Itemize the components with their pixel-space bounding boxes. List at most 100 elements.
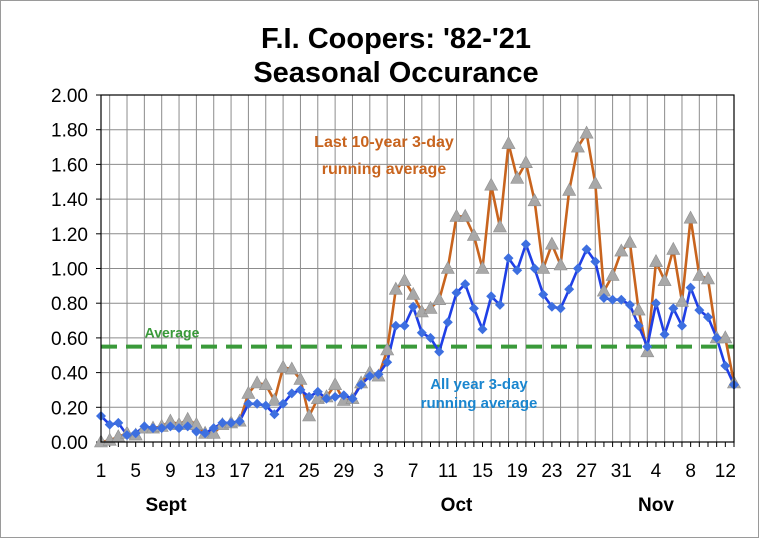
data-point-diamond	[382, 357, 393, 368]
data-point-diamond	[260, 400, 271, 411]
data-point-diamond	[685, 282, 696, 293]
x-tick-label: 12	[715, 461, 736, 482]
data-point-diamond	[555, 303, 566, 314]
data-point-diamond	[174, 423, 184, 434]
data-point-diamond	[711, 332, 722, 343]
data-point-diamond	[703, 312, 713, 323]
data-point-triangle	[276, 359, 291, 373]
plot-area: 0.00 0.20 0.40 0.60 0.80 1.00 1.20 1.40 1.60 1.80…	[51, 86, 742, 516]
data-point-diamond	[217, 417, 228, 428]
series-label-allyear-line1: All year 3-day	[430, 376, 528, 393]
data-point-diamond	[295, 384, 306, 395]
plot-border	[100, 94, 735, 443]
data-point-triangle	[241, 385, 256, 399]
data-point-triangle	[475, 260, 490, 274]
data-point-triangle	[570, 139, 585, 153]
data-point-diamond	[503, 253, 514, 264]
data-point-diamond	[243, 398, 254, 409]
data-point-diamond	[720, 360, 731, 371]
x-tick-label: 7	[408, 461, 419, 482]
data-point-diamond	[390, 320, 401, 331]
data-point-diamond	[520, 239, 531, 250]
data-point-diamond	[156, 423, 167, 434]
y-tick-label: 1.60	[51, 155, 88, 176]
data-point-diamond	[338, 390, 349, 401]
x-tick-label: 19	[507, 461, 528, 482]
data-point-triangle	[553, 257, 568, 271]
x-tick-label: 13	[194, 461, 215, 482]
data-point-triangle	[692, 267, 707, 281]
average-label: Average	[145, 325, 200, 341]
x-tick-label: 9	[165, 461, 176, 482]
data-point-triangle	[605, 267, 620, 281]
data-point-diamond	[668, 303, 679, 314]
data-point-diamond	[321, 393, 332, 404]
data-point-diamond	[468, 303, 479, 314]
data-point-triangle	[588, 175, 603, 189]
data-point-diamond	[694, 305, 705, 316]
data-point-triangle	[579, 125, 594, 139]
x-tick-label: 31	[611, 461, 632, 482]
data-point-triangle	[718, 330, 733, 344]
data-point-diamond	[356, 379, 367, 390]
data-point-diamond	[572, 263, 583, 274]
data-point-triangle	[284, 361, 299, 375]
series-label-allyear-line2: running average	[421, 395, 538, 412]
data-point-triangle	[484, 177, 499, 191]
data-point-triangle	[622, 234, 637, 248]
data-point-triangle	[527, 193, 542, 207]
data-point-triangle	[267, 392, 282, 406]
x-tick-label: 21	[264, 461, 285, 482]
data-point-diamond	[165, 421, 176, 432]
data-point-diamond	[659, 329, 670, 340]
x-tick-label: 25	[299, 461, 320, 482]
data-point-diamond	[451, 287, 462, 298]
data-point-triangle	[700, 271, 716, 285]
data-point-diamond	[581, 244, 592, 255]
data-point-diamond	[208, 423, 219, 434]
data-point-diamond	[616, 294, 627, 305]
data-point-diamond	[139, 421, 150, 432]
x-tick-label: 3	[373, 461, 384, 482]
x-tick-label: 27	[576, 461, 597, 482]
data-point-triangle	[440, 260, 455, 274]
data-point-diamond	[278, 398, 289, 409]
data-point-triangle	[683, 210, 698, 224]
data-point-diamond	[677, 320, 687, 331]
data-point-diamond	[130, 428, 141, 439]
data-point-diamond	[408, 301, 419, 312]
data-point-diamond	[633, 320, 644, 331]
data-point-diamond	[347, 393, 358, 404]
data-point-diamond	[182, 421, 193, 432]
y-tick-label: 0.00	[51, 433, 88, 454]
x-tick-label: 29	[333, 461, 354, 482]
data-point-diamond	[269, 409, 280, 420]
data-point-diamond	[200, 428, 211, 439]
data-point-diamond	[364, 371, 375, 382]
y-tick-label: 1.20	[51, 225, 88, 246]
data-point-triangle	[302, 408, 317, 422]
data-point-diamond	[234, 416, 245, 427]
data-point-triangle	[666, 241, 681, 255]
data-point-diamond	[286, 388, 297, 399]
x-tick-label: 1	[96, 461, 107, 482]
y-tick-label: 0.60	[51, 329, 88, 350]
data-point-triangle	[492, 219, 507, 233]
data-point-triangle	[536, 260, 551, 274]
data-point-diamond	[304, 391, 315, 402]
data-point-triangle	[380, 342, 395, 356]
month-label: Nov	[638, 495, 674, 516]
x-tick-label: 17	[229, 461, 250, 482]
data-point-diamond	[460, 279, 471, 290]
data-point-diamond	[312, 386, 323, 397]
data-point-diamond	[529, 263, 540, 274]
data-point-diamond	[434, 346, 445, 357]
data-point-diamond	[651, 298, 661, 309]
data-point-triangle	[449, 208, 464, 222]
x-tick-label: 11	[438, 461, 458, 482]
data-point-triangle	[562, 182, 577, 196]
data-point-diamond	[226, 417, 237, 428]
data-point-diamond	[104, 419, 115, 430]
